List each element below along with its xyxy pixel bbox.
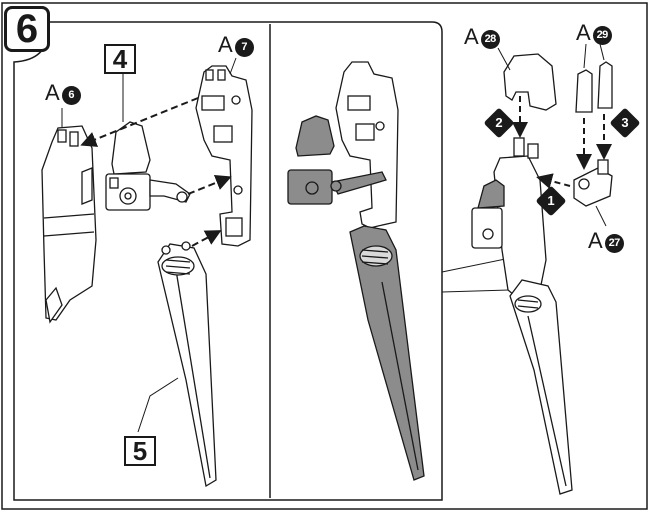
assembly-arrows-right [512, 96, 612, 189]
leader-a7 [229, 57, 237, 75]
sequence-number-1: 1 [547, 193, 555, 208]
label-a27-number: 27 [604, 234, 624, 253]
subassembly-number-5: 5 [132, 436, 148, 466]
step-number-badge: 6 [4, 6, 50, 52]
label-a7-letter: A [218, 32, 233, 57]
label-a6-number: 6 [61, 86, 81, 105]
leader-a29-right [599, 43, 605, 61]
label-a6-letter: A [45, 80, 60, 105]
right-detail-assembly [471, 137, 573, 495]
label-a27-letter: A [588, 228, 603, 253]
leader-a27 [595, 205, 607, 227]
sequence-number-3: 3 [621, 115, 629, 130]
part-5-blade [157, 241, 217, 488]
label-a29-number: 29 [592, 26, 612, 45]
step-number: 6 [15, 7, 39, 51]
label-a29-letter: A [576, 20, 591, 45]
leader-a29-left [583, 43, 587, 69]
part-4-mechanism [105, 121, 191, 211]
label-a28-letter: A [464, 24, 479, 49]
subassembly-box-5: 5 [124, 436, 156, 466]
part-a27 [573, 159, 613, 207]
label-a28-number: 28 [480, 30, 500, 49]
sequence-marker-3: 3 [609, 107, 641, 139]
leader-box5 [137, 377, 179, 433]
subassembly-number-4: 4 [112, 44, 128, 74]
sequence-number-2: 2 [495, 115, 503, 130]
sequence-marker-1: 1 [535, 185, 567, 217]
part-a6-armor [41, 125, 97, 324]
part-a28-cap [503, 53, 557, 111]
label-a7-number: 7 [234, 38, 254, 57]
assembly-arrows-left [80, 97, 232, 247]
middle-assembly [287, 61, 425, 481]
label-a29: A 29 [576, 22, 612, 45]
callout-line-upper [441, 257, 511, 273]
label-a27: A 27 [588, 230, 624, 253]
label-a28: A 28 [464, 26, 500, 49]
callout-line-lower [441, 289, 511, 293]
part-a29-pegs [575, 61, 613, 113]
part-a7-frame [195, 65, 253, 247]
subassembly-box-4: 4 [104, 44, 136, 74]
sequence-marker-2: 2 [483, 107, 515, 139]
leader-a28 [497, 47, 511, 71]
